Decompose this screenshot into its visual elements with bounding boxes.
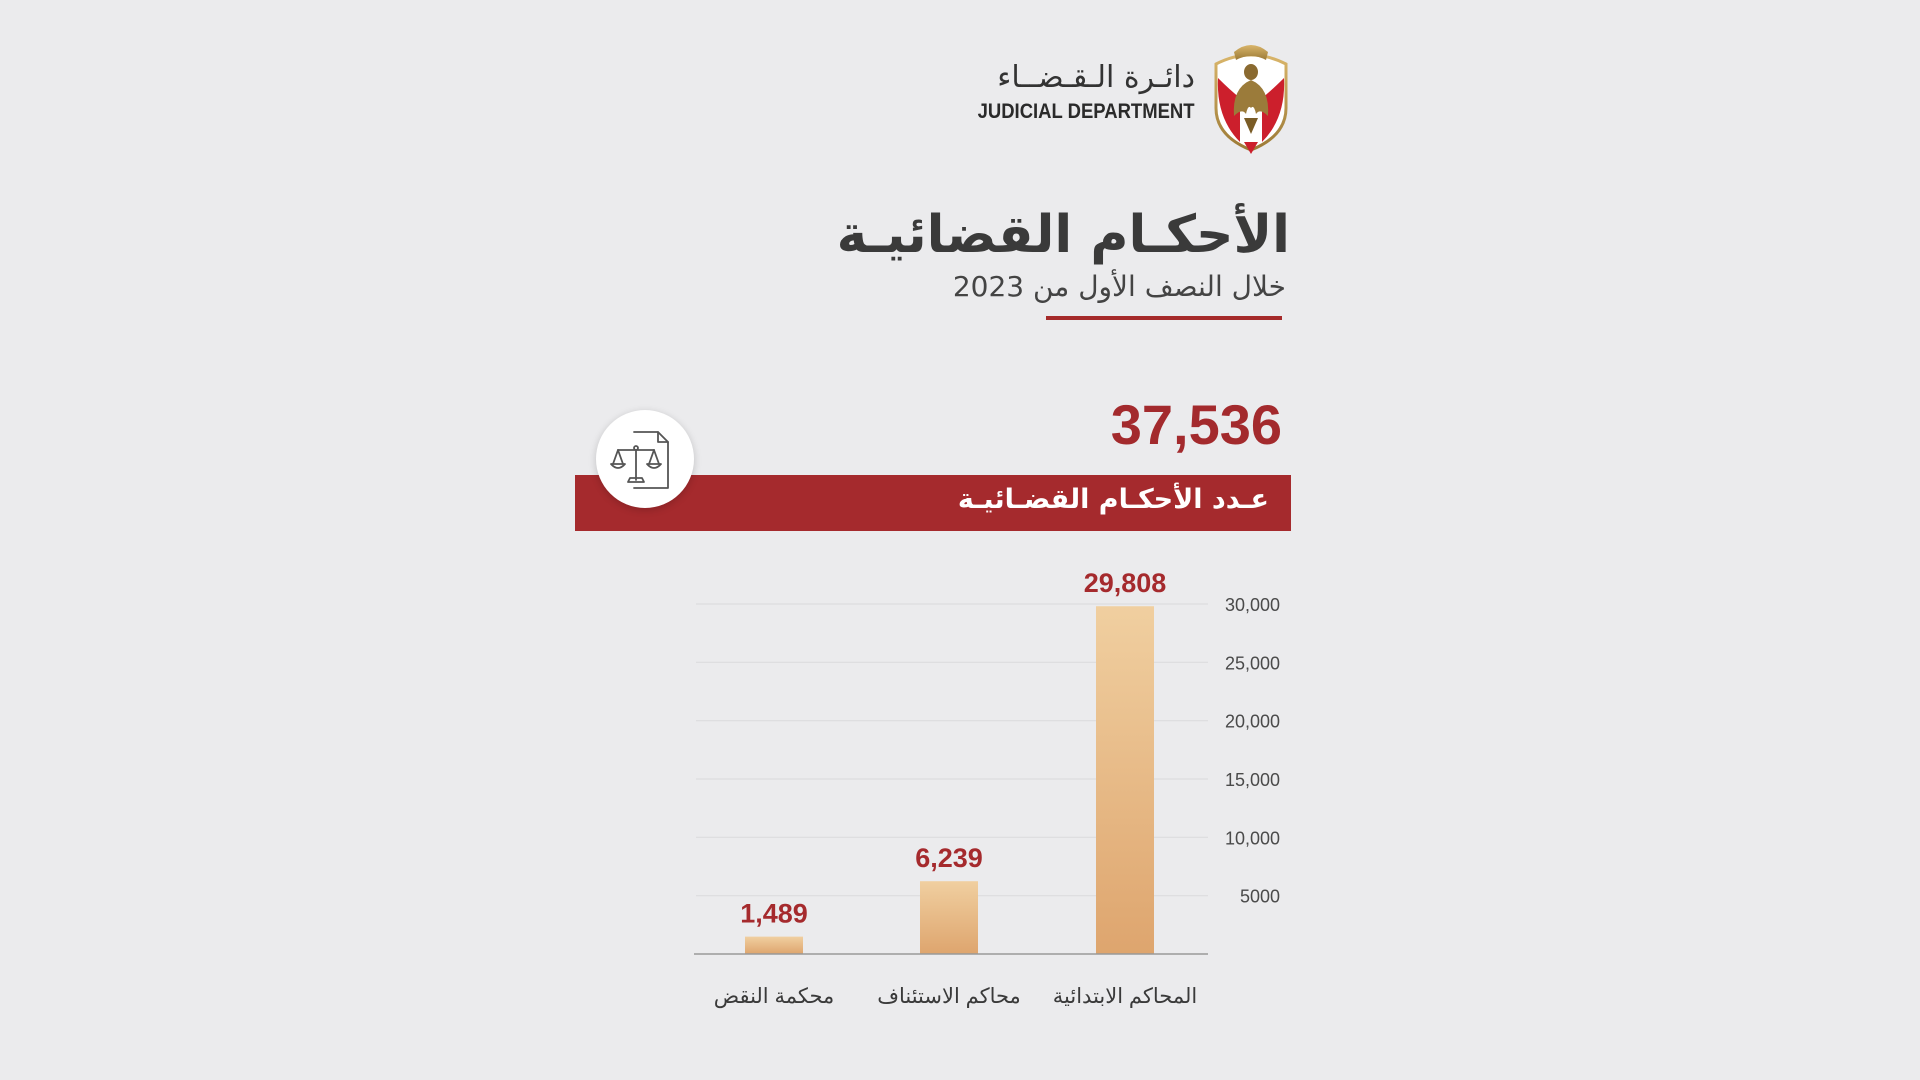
total-rulings-label: عـدد الأحكـام القضـائيـة [957,484,1269,515]
scales-document-badge [596,410,694,508]
total-rulings-value: 37,536 [1110,393,1282,456]
judicial-department-logo: دائـرة الـقـضــاء JUDICIAL DEPARTMENT [978,38,1292,158]
category-label: المحاكم الابتدائية [1053,985,1197,1009]
falcon-emblem-icon [1214,45,1288,154]
bar-3 [745,936,803,954]
y-tick-label: 10,000 [1225,828,1280,848]
logo-text-english: JUDICIAL DEPARTMENT [978,100,1195,123]
y-tick-label: 20,000 [1225,712,1280,732]
category-label: محكمة النقض [714,985,835,1009]
bar-2 [920,881,978,954]
scales-document-icon [610,431,669,489]
page-title: الأحكـام القضائيـة [836,205,1290,265]
y-tick-label: 5000 [1240,887,1280,907]
total-rulings-banner: عـدد الأحكـام القضـائيـة [575,475,1291,531]
y-tick-label: 25,000 [1225,653,1280,673]
page-subtitle: خلال النصف الأول من 2023 [952,270,1286,303]
bar-value-label: 1,489 [740,899,808,929]
subtitle-underline [1046,316,1282,320]
bar-value-label: 6,239 [915,843,983,873]
category-label: محاكم الاستئناف [877,985,1021,1009]
bar-1 [1096,606,1154,954]
y-tick-label: 15,000 [1225,770,1280,790]
bar-value-label: 29,808 [1084,568,1167,598]
logo-text-arabic: دائـرة الـقـضــاء [997,60,1195,95]
y-tick-label: 30,000 [1225,595,1280,615]
